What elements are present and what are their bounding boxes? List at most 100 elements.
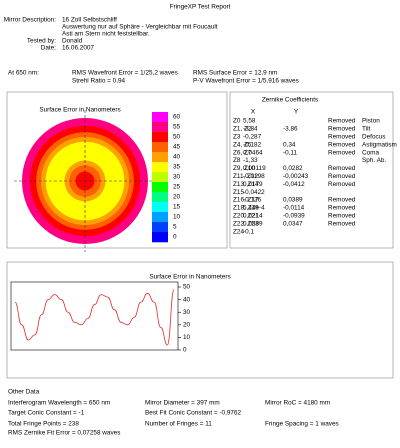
other-data-value: Fringe Spacing = 1 waves xyxy=(265,421,339,428)
colorbar-label: 30 xyxy=(173,174,181,181)
coef-status: Removed xyxy=(328,197,356,204)
colorbar-segment xyxy=(152,122,168,133)
colorbar-segment xyxy=(152,162,168,173)
summary-value: RMS Surface Error = 12,9 nm xyxy=(193,70,277,77)
colorbar-label: 45 xyxy=(173,144,181,151)
coef-status: Removed xyxy=(328,165,356,172)
coef-x: 0,0589 xyxy=(243,220,263,227)
coef-x: -1,33 xyxy=(243,157,258,164)
coef-x: 0,0464 xyxy=(243,149,263,156)
coef-y: -0,0939 xyxy=(283,212,305,219)
y-tick-label: 0 xyxy=(183,347,187,354)
coef-x: 5,44e-4 xyxy=(243,205,265,212)
profile-frame xyxy=(6,261,394,379)
coef-x: -0,182 xyxy=(243,141,262,148)
colorbar-label: 10 xyxy=(173,214,181,221)
field-value: 16 Zoll Selbstschliff xyxy=(62,17,117,24)
field-label: Mirror Description: xyxy=(4,17,56,24)
other-data-value: Number of Fringes = 11 xyxy=(145,421,212,428)
colorbar-segment xyxy=(152,212,168,223)
coef-status: Removed xyxy=(328,141,356,148)
coef-name: Z3 xyxy=(233,133,241,140)
coef-aberration: Defocus xyxy=(362,133,385,140)
field-value: Auswertung nur auf Sphäre - Vergleichbar… xyxy=(62,24,218,31)
summary-value: P-V Wavefront Error = 1/5,916 waves xyxy=(193,78,299,85)
y-tick-label: 50 xyxy=(183,284,191,291)
coef-y: -0,11 xyxy=(283,149,298,156)
coef-name: Z18, Z19 xyxy=(233,205,259,212)
coef-x: -3,84 xyxy=(243,126,258,133)
colorbar-segment xyxy=(152,132,168,143)
coef-name: Z4, Z5 xyxy=(233,141,252,148)
coef-status: Removed xyxy=(328,133,356,140)
other-data-value: RMS Zernike Fit Error = 0,07258 waves xyxy=(8,430,120,437)
y-tick-label: 20 xyxy=(183,322,191,329)
chart-title: Surface Error in Nanometers xyxy=(149,274,230,281)
coef-aberration: Tilt xyxy=(362,126,371,133)
colorbar-label: 5 xyxy=(173,224,177,231)
coef-name: Z16, Z17 xyxy=(233,197,259,204)
y-tick-label: 40 xyxy=(183,296,191,303)
coef-x: -0,126 xyxy=(243,197,262,204)
y-tick-label: 10 xyxy=(183,334,191,341)
section-title: Other Data xyxy=(8,389,40,396)
plot-area xyxy=(10,281,179,351)
other-data-value: Interferogram Wavelength = 650 nm xyxy=(8,400,110,407)
zernike-frame xyxy=(229,91,394,249)
summary-value: Strehl Ratio = 0,94 xyxy=(72,78,126,85)
coef-status: Removed xyxy=(328,149,356,156)
colorbar-segment xyxy=(152,182,168,193)
coef-x: -0,0422 xyxy=(243,189,265,196)
coef-status: Removed xyxy=(328,220,356,227)
field-value: Asti am Stern nicht feststellbar. xyxy=(62,31,150,38)
field-label: Date: xyxy=(41,45,56,52)
field-value: 16.06.2007 xyxy=(62,45,94,52)
coef-status: Removed xyxy=(328,173,356,180)
coef-status: Removed xyxy=(328,118,356,125)
colorbar-segment xyxy=(152,152,168,163)
other-data-value: Mirror RoC = 4180 mm xyxy=(265,400,330,407)
surface-map xyxy=(14,110,156,252)
other-data-value: Target Conic Constant = -1 xyxy=(8,410,85,417)
colorbar-segment xyxy=(152,222,168,233)
colorbar-label: 60 xyxy=(173,114,181,121)
field-label: Tested by: xyxy=(27,38,56,45)
coef-y: 0,34 xyxy=(283,141,296,148)
colorbar-segment xyxy=(152,202,168,213)
column-header: Y xyxy=(294,109,299,116)
colorbar-segment xyxy=(152,112,168,123)
table-title: Zernike Coefficients xyxy=(262,97,318,104)
coef-y: -3,86 xyxy=(283,126,298,133)
coef-name: Z1, Z2 xyxy=(233,126,252,133)
coef-y: 0,0347 xyxy=(283,220,303,227)
coef-x: -0,1 xyxy=(243,228,254,235)
coef-x: 0,00119 xyxy=(243,165,266,172)
coef-status: Removed xyxy=(328,126,356,133)
wavelength-label: At 650 nm: xyxy=(8,70,39,77)
other-data-value: Best Fit Conic Constant = -0,9762 xyxy=(145,410,242,417)
colorbar-label: 0 xyxy=(173,234,177,241)
colorbar-label: 15 xyxy=(173,204,181,211)
colorbar-label: 20 xyxy=(173,194,181,201)
coef-name: Z6, Z7 xyxy=(233,149,252,156)
coef-y: 0,0389 xyxy=(283,197,303,204)
coef-name: Z11, Z12 xyxy=(233,173,259,180)
coef-x: 0,0179 xyxy=(243,181,263,188)
field-value: Donald xyxy=(62,38,83,45)
colorbar-segment xyxy=(152,192,168,203)
coef-name: Z20, Z21 xyxy=(233,212,259,219)
colorbar-label: 50 xyxy=(173,134,181,141)
map-frame xyxy=(6,91,228,249)
coef-x: 5,58 xyxy=(243,118,256,125)
coef-name: Z24 xyxy=(233,228,244,235)
coef-name: Z15 xyxy=(233,189,244,196)
coef-status: Removed xyxy=(328,205,356,212)
coef-status: Removed xyxy=(328,212,356,219)
y-tick-label: 30 xyxy=(183,309,191,316)
other-data-value: Mirror Diameter = 397 mm xyxy=(145,400,220,407)
colorbar-label: 25 xyxy=(173,184,181,191)
coef-name: Z22, Z23 xyxy=(233,220,259,227)
summary-value: RMS Wavefront Error = 1/25,2 waves xyxy=(72,70,178,77)
coef-aberration: Coma xyxy=(362,149,379,156)
